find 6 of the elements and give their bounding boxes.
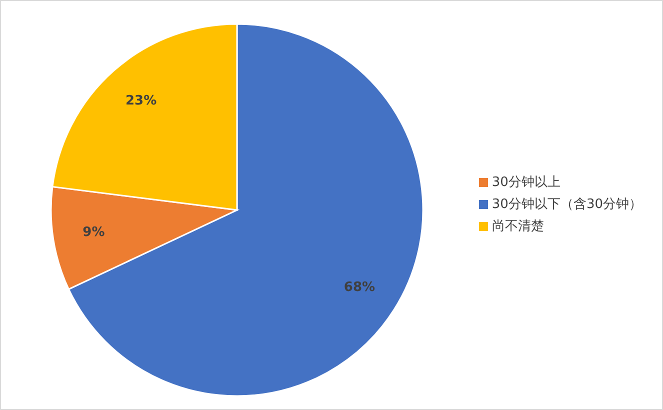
data-label: 68% xyxy=(344,280,376,296)
data-label: 23% xyxy=(125,94,157,109)
legend-label: 30分钟以上 xyxy=(492,175,560,190)
legend-label: 30分钟以下（含30分钟） xyxy=(492,197,642,212)
data-label: 9% xyxy=(82,225,105,240)
legend-label: 尚不清楚 xyxy=(492,219,544,234)
